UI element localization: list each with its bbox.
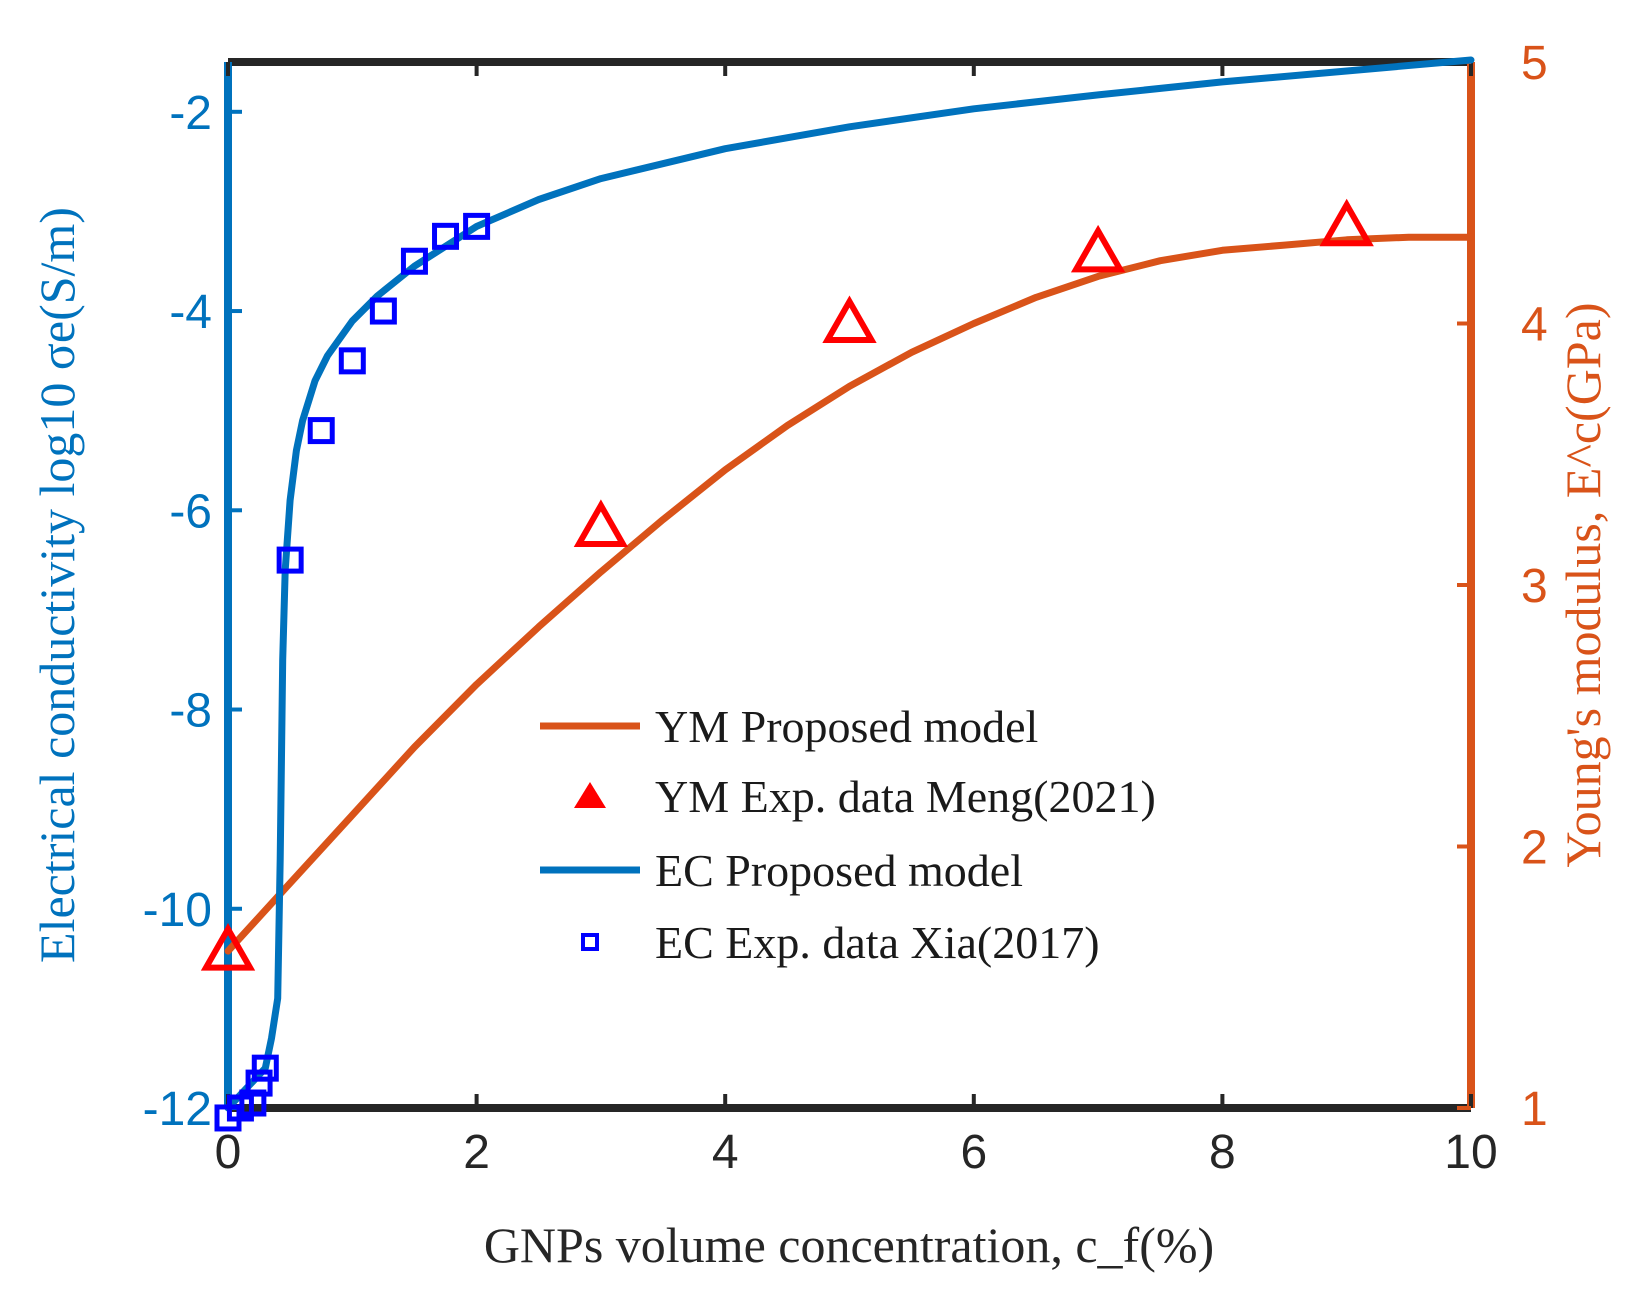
- x-tick-label: 8: [1209, 1126, 1236, 1179]
- x-tick-label: 10: [1444, 1126, 1497, 1179]
- right-tick-label: 4: [1521, 299, 1548, 352]
- left-tick-label: -2: [169, 87, 212, 140]
- legend-label-ym-model: YM Proposed model: [655, 701, 1038, 752]
- x-tick-label: 4: [712, 1126, 739, 1179]
- left-tick-label: -12: [143, 1083, 212, 1136]
- right-tick-label: 5: [1521, 37, 1548, 90]
- legend: YM Proposed model YM Exp. data Meng(2021…: [540, 701, 1156, 968]
- ec-exp-point: [307, 417, 335, 445]
- left-tick-label: -8: [169, 685, 212, 738]
- ec-exp-point: [432, 222, 460, 250]
- x-axis-ticks: 0 2 4 6 8 10: [215, 62, 1498, 1179]
- ym-exp-point: [573, 499, 629, 547]
- ec-exp-point: [276, 546, 304, 574]
- legend-label-ym-exp: YM Exp. data Meng(2021): [655, 771, 1156, 822]
- x-tick-label: 2: [463, 1126, 490, 1179]
- ym-exp-point: [822, 295, 877, 343]
- right-tick-label: 3: [1521, 560, 1548, 613]
- ym-exp-point: [200, 923, 256, 971]
- legend-swatch-ec-exp: [581, 933, 599, 951]
- left-tick-label: -6: [169, 485, 212, 538]
- left-axis-ticks: -2 -4 -6 -8 -10 -12: [143, 87, 242, 1136]
- series-layer: [200, 56, 1475, 1132]
- ym-exp-point: [1319, 198, 1374, 247]
- legend-swatch-ym-exp: [574, 782, 606, 808]
- left-tick-label: -4: [169, 286, 212, 339]
- legend-label-ec-exp: EC Exp. data Xia(2017): [655, 917, 1100, 968]
- left-tick-label: -10: [143, 884, 212, 937]
- series-line-ec-proposed-model: [224, 56, 1475, 1112]
- ec-exp-point: [369, 297, 397, 325]
- right-axis-ticks: 5 4 3 2 1: [1457, 37, 1548, 1136]
- ec-exp-point: [251, 1054, 279, 1082]
- x-axis-label: GNPs volume concentration, c_f(%): [484, 1217, 1214, 1273]
- right-tick-label: 1: [1521, 1083, 1548, 1136]
- ec-exp-point: [463, 212, 491, 240]
- ec-exp-point: [338, 347, 366, 375]
- series-line-ym-proposed-model: [224, 233, 1475, 955]
- ec-exp-point: [400, 247, 428, 275]
- ym-exp-point: [1070, 224, 1126, 273]
- right-axis-label: Young's modulus, E^c(GPa): [1555, 303, 1611, 868]
- left-axis-label: Electrical conductivity log10 σe(S/m): [29, 207, 85, 963]
- ec-exp-point: [245, 1069, 273, 1097]
- legend-label-ec-model: EC Proposed model: [655, 845, 1023, 896]
- x-tick-label: 6: [960, 1126, 987, 1179]
- x-tick-label: 0: [215, 1126, 242, 1179]
- right-tick-label: 2: [1521, 822, 1548, 875]
